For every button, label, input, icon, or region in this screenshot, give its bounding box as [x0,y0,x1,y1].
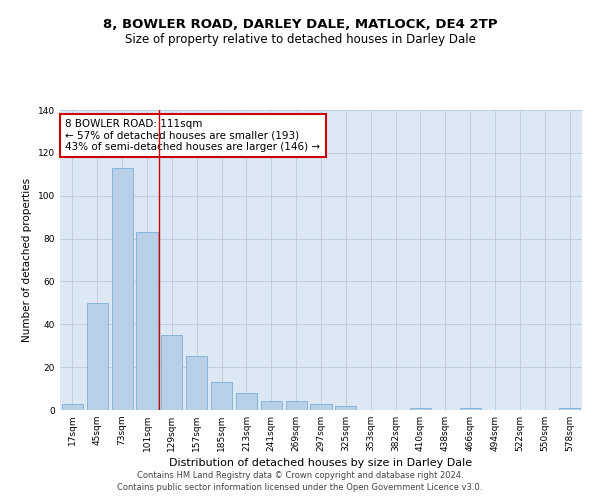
Text: 8, BOWLER ROAD, DARLEY DALE, MATLOCK, DE4 2TP: 8, BOWLER ROAD, DARLEY DALE, MATLOCK, DE… [103,18,497,30]
Bar [335,406,356,410]
Bar [62,404,83,410]
Bar [286,402,307,410]
Bar [211,382,232,410]
Bar [136,232,158,410]
Bar [161,335,182,410]
Bar [112,168,133,410]
Bar [261,402,282,410]
Text: 8 BOWLER ROAD: 111sqm
← 57% of detached houses are smaller (193)
43% of semi-det: 8 BOWLER ROAD: 111sqm ← 57% of detached … [65,119,320,152]
Bar [186,356,207,410]
Bar [460,408,481,410]
Y-axis label: Number of detached properties: Number of detached properties [22,178,32,342]
Text: Contains HM Land Registry data © Crown copyright and database right 2024.
Contai: Contains HM Land Registry data © Crown c… [118,471,482,492]
Text: Size of property relative to detached houses in Darley Dale: Size of property relative to detached ho… [125,32,475,46]
Bar [559,408,580,410]
Bar [310,404,332,410]
Bar [410,408,431,410]
Bar [236,393,257,410]
X-axis label: Distribution of detached houses by size in Darley Dale: Distribution of detached houses by size … [169,458,473,468]
Bar [87,303,108,410]
